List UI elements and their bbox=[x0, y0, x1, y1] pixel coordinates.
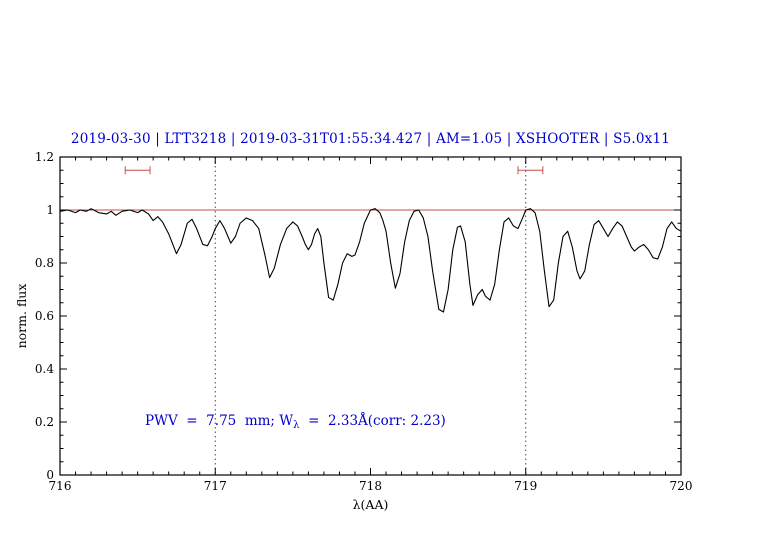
y-tick-label: 0 bbox=[46, 468, 54, 482]
y-tick-label: 1.2 bbox=[35, 150, 54, 164]
pwv-annotation-prefix: PWV = 7.75 mm; W bbox=[145, 413, 294, 429]
band-marker-2 bbox=[517, 166, 544, 175]
band-marker-1 bbox=[124, 166, 151, 175]
y-axis-label: norm. flux bbox=[14, 283, 29, 349]
pwv-annotation-suffix: = 2.33Å(corr: 2.23) bbox=[299, 413, 446, 429]
x-tick-label: 719 bbox=[514, 479, 537, 493]
x-axis-label: λ(AA) bbox=[352, 497, 389, 512]
x-tick-label: 718 bbox=[359, 479, 382, 493]
y-tick-label: 0.8 bbox=[35, 256, 54, 270]
y-tick-label: 1 bbox=[46, 203, 54, 217]
x-tick-label: 717 bbox=[204, 479, 227, 493]
x-tick-label: 720 bbox=[670, 479, 693, 493]
lambda-subscript: λ bbox=[293, 420, 300, 431]
pwv-annotation: PWV = 7.75 mm; Wλ = 2.33Å(corr: 2.23) bbox=[145, 413, 446, 431]
plot-title: 2019-03-30 | LTT3218 | 2019-03-31T01:55:… bbox=[70, 131, 671, 147]
spectrum-line bbox=[59, 208, 682, 313]
x-tick-label: 716 bbox=[49, 479, 72, 493]
y-tick-label: 0.2 bbox=[35, 415, 54, 429]
y-tick-label: 0.4 bbox=[35, 362, 54, 376]
y-tick-label: 0.6 bbox=[35, 309, 54, 323]
